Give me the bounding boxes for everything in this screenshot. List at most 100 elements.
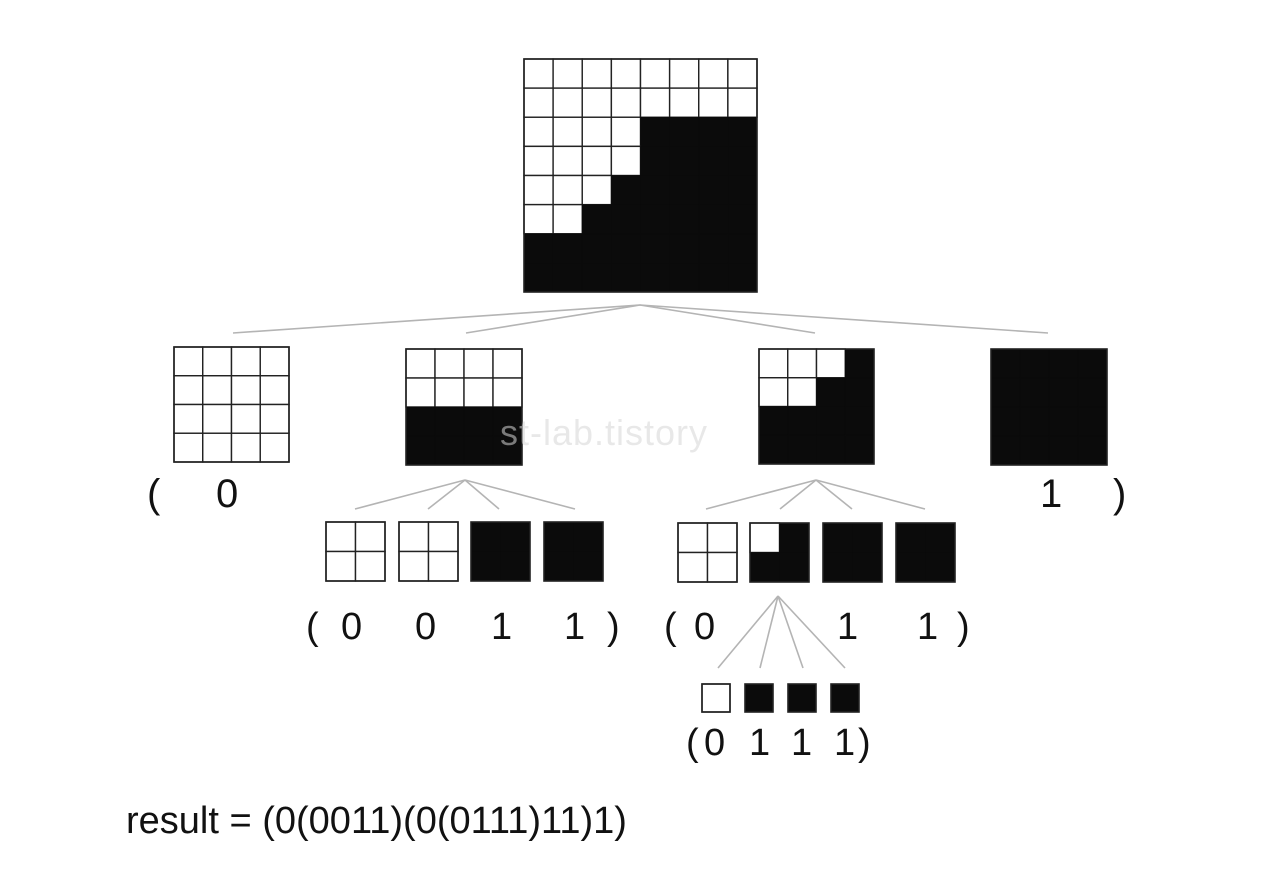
filled-cell bbox=[1048, 435, 1079, 466]
empty-cell bbox=[639, 87, 671, 118]
empty-cell bbox=[354, 550, 386, 582]
level1-grid-2 bbox=[758, 348, 875, 465]
filled-cell bbox=[611, 175, 641, 205]
level3-label-2: 1 bbox=[791, 722, 813, 764]
level1-open-paren: ( bbox=[147, 472, 161, 516]
filled-cell bbox=[830, 683, 860, 713]
empty-cell bbox=[463, 377, 494, 408]
filled-cell bbox=[852, 522, 883, 553]
empty-cell bbox=[434, 377, 465, 408]
connector-line bbox=[464, 479, 576, 510]
level3-label-3: 1 bbox=[834, 722, 856, 764]
level1-close-paren: ) bbox=[1113, 472, 1127, 516]
grid-border bbox=[405, 348, 523, 466]
empty-cell bbox=[552, 145, 583, 177]
filled-cell bbox=[492, 406, 523, 437]
level2-right-grid-3 bbox=[895, 522, 956, 583]
filled-cell bbox=[543, 521, 574, 552]
level1-label-1: 1 bbox=[1040, 472, 1063, 516]
empty-cell bbox=[815, 348, 846, 379]
filled-cell bbox=[1019, 406, 1050, 437]
level3-open-paren: ( bbox=[686, 722, 699, 764]
grid-border bbox=[701, 683, 731, 713]
level2-right-label-3: 1 bbox=[917, 606, 939, 648]
empty-cell bbox=[668, 87, 700, 118]
empty-cell bbox=[610, 87, 642, 118]
level2-left-label-1: 0 bbox=[415, 606, 437, 648]
filled-cell bbox=[895, 522, 926, 553]
grid-border bbox=[677, 522, 738, 583]
level3-grid-0 bbox=[701, 683, 731, 713]
filled-cell bbox=[611, 233, 641, 264]
quadtree-grids bbox=[173, 58, 1108, 713]
filled-cell bbox=[1048, 406, 1079, 437]
empty-cell bbox=[727, 58, 758, 89]
empty-cell bbox=[610, 145, 642, 177]
filled-cell bbox=[779, 522, 810, 553]
empty-cell bbox=[581, 87, 613, 118]
connector-line bbox=[427, 479, 466, 510]
filled-cell bbox=[470, 521, 501, 552]
empty-cell bbox=[706, 551, 738, 583]
empty-cell bbox=[523, 116, 554, 148]
level2-right-grid-1 bbox=[749, 522, 810, 583]
filled-cell bbox=[669, 146, 700, 176]
filled-cell bbox=[727, 146, 758, 176]
filled-cell bbox=[787, 406, 817, 436]
tree-connector-lines bbox=[232, 304, 1049, 669]
empty-cell bbox=[552, 87, 583, 118]
empty-cell bbox=[202, 403, 233, 434]
empty-cell bbox=[523, 58, 554, 89]
level2-left-grid-3 bbox=[543, 521, 604, 582]
filled-cell bbox=[523, 262, 554, 293]
filled-cell bbox=[698, 116, 729, 147]
filled-cell bbox=[463, 406, 494, 437]
empty-cell bbox=[202, 432, 233, 463]
connector-line bbox=[639, 304, 816, 334]
level3-grid-2 bbox=[787, 683, 817, 713]
filled-cell bbox=[844, 377, 875, 407]
empty-cell bbox=[581, 58, 613, 89]
grid-border bbox=[398, 521, 459, 582]
empty-cell bbox=[405, 377, 436, 408]
grid-border bbox=[470, 521, 531, 582]
level2-right-label-0: 0 bbox=[694, 606, 716, 648]
empty-cell bbox=[523, 87, 554, 118]
filled-cell bbox=[844, 434, 875, 465]
filled-cell bbox=[925, 522, 956, 553]
filled-cell bbox=[470, 551, 501, 582]
filled-cell bbox=[990, 348, 1021, 379]
empty-cell bbox=[259, 346, 290, 377]
empty-cell bbox=[230, 432, 261, 463]
filled-cell bbox=[744, 683, 774, 713]
empty-cell bbox=[698, 87, 729, 118]
connector-line bbox=[777, 595, 804, 669]
empty-cell bbox=[259, 403, 290, 434]
grid-border bbox=[787, 683, 817, 713]
filled-cell bbox=[1077, 406, 1108, 437]
filled-cell bbox=[405, 435, 436, 466]
filled-cell bbox=[787, 434, 817, 465]
filled-cell bbox=[822, 522, 853, 553]
filled-cell bbox=[727, 262, 758, 293]
empty-cell bbox=[552, 116, 583, 148]
filled-cell bbox=[816, 377, 846, 407]
filled-cell bbox=[1048, 348, 1079, 379]
empty-cell bbox=[698, 58, 729, 89]
filled-cell bbox=[758, 406, 789, 436]
empty-cell bbox=[202, 375, 233, 406]
filled-cell bbox=[669, 175, 700, 205]
filled-cell bbox=[727, 204, 758, 235]
empty-cell bbox=[610, 116, 642, 148]
filled-cell bbox=[611, 262, 641, 293]
empty-cell bbox=[259, 432, 290, 463]
empty-cell bbox=[427, 550, 459, 582]
empty-cell bbox=[787, 377, 818, 408]
empty-cell bbox=[706, 522, 738, 554]
filled-cell bbox=[852, 552, 883, 583]
connector-line bbox=[777, 595, 846, 669]
connector-line bbox=[232, 304, 641, 334]
empty-cell bbox=[758, 377, 789, 408]
level2-left-grid-1 bbox=[398, 521, 459, 582]
